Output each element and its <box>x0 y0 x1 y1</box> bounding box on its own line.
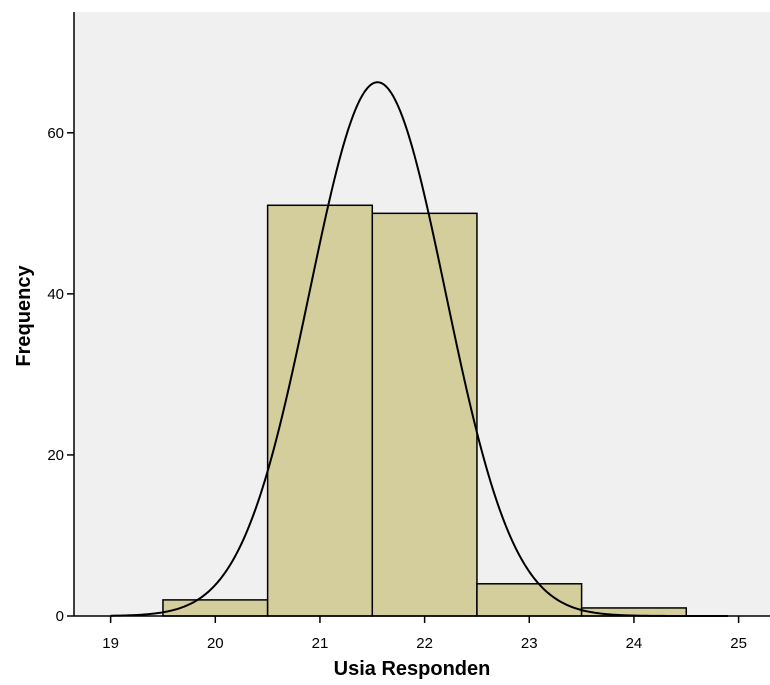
axes-layer <box>73 12 770 617</box>
x-tick-label-21: 21 <box>312 635 329 652</box>
x-tick-label-24: 24 <box>626 635 643 652</box>
y-axis-title: Frequency <box>13 265 35 367</box>
histogram-bar-3 <box>476 583 583 617</box>
histogram-bar-2 <box>371 212 478 617</box>
x-tick-label-19: 19 <box>102 635 119 652</box>
y-tick-label-20: 20 <box>47 447 64 464</box>
y-tick-label-40: 40 <box>47 286 64 303</box>
x-tick-label-20: 20 <box>207 635 224 652</box>
x-tick-label-22: 22 <box>416 635 433 652</box>
y-axis-ticks: 0 20 40 60 <box>47 125 74 625</box>
x-axis-title: Usia Responden <box>334 658 491 680</box>
bars-layer <box>162 204 688 617</box>
x-axis-ticks: 19 20 21 22 23 24 25 <box>102 616 747 652</box>
x-tick-label-25: 25 <box>730 635 747 652</box>
x-tick-label-23: 23 <box>521 635 538 652</box>
y-tick-label-0: 0 <box>56 608 64 625</box>
y-tick-label-60: 60 <box>47 125 64 142</box>
